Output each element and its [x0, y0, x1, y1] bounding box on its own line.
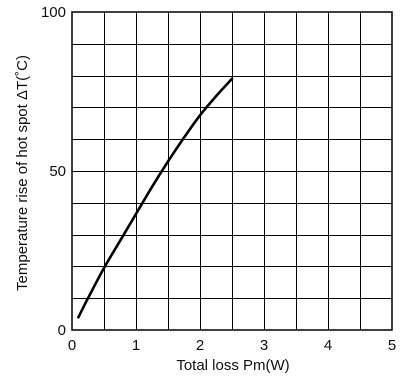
grid: [72, 12, 392, 330]
series-layer: [77, 77, 234, 319]
x-tick-label: 0: [68, 337, 76, 354]
x-axis-label: Total loss Pm(W): [176, 357, 289, 374]
x-tick-label: 3: [260, 337, 268, 354]
x-tick-label: 1: [132, 337, 140, 354]
x-tick-label: 2: [196, 337, 204, 354]
y-tick-label: 50: [49, 163, 66, 180]
y-tick-label: 100: [41, 4, 66, 21]
y-axis-label: Temperature rise of hot spot ΔT(˚C): [14, 55, 31, 291]
x-tick-label: 5: [388, 337, 396, 354]
y-tick-label: 0: [58, 322, 66, 339]
x-tick-label: 4: [324, 337, 332, 354]
series-line: [77, 77, 234, 319]
plot-border: [71, 11, 393, 331]
plot-frame: [71, 11, 393, 331]
